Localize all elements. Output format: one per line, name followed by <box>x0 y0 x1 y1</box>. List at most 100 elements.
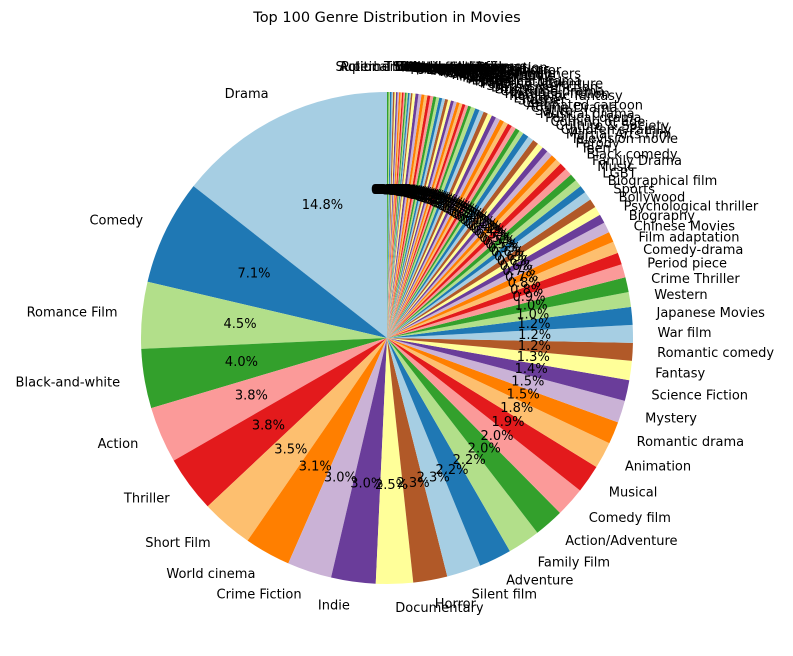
pct-label-sports: 0.6% <box>494 250 527 265</box>
slice-label-comedy: Comedy <box>89 213 143 228</box>
pct-label-comedy: 7.1% <box>237 267 270 282</box>
pct-label-lgbt: 0.5% <box>488 241 521 256</box>
slice-label-thriller: Thriller <box>123 492 170 507</box>
pie-slice-lgbt <box>387 186 586 338</box>
pie-slice-comedy <box>147 186 387 338</box>
pct-label-sword-and-sorcery: 0.1% <box>374 183 407 198</box>
slice-label-satire: Satire <box>535 104 573 119</box>
slice-label-religious-film: Religious Film <box>406 61 495 76</box>
slice-label-family-film: Family Film <box>538 555 610 570</box>
slice-label-black-comedy: Black comedy <box>587 148 678 163</box>
slice-label-sex-comedy: Sex comedy <box>411 61 491 76</box>
pie-slice-crime-drama <box>387 128 520 338</box>
pct-label-world-cinema: 3.1% <box>299 459 332 474</box>
pct-label-historical-fiction: 0.3% <box>435 198 468 213</box>
pct-label-film-adaptation: 0.8% <box>508 276 541 291</box>
pie-slice-black-and-white <box>141 338 387 409</box>
pie-slices <box>140 91 633 584</box>
slice-label-costume-drama: Costume drama <box>500 85 604 100</box>
pie-slice-war-film <box>387 324 633 343</box>
pct-label-family-drama: 0.5% <box>482 234 515 249</box>
pie-slice-short-film <box>207 338 387 541</box>
pie-slice-satire <box>387 130 524 338</box>
pie-slice-music <box>387 180 581 338</box>
pie-slice-musical-drama <box>387 133 529 338</box>
slice-label-anime: Anime <box>468 72 509 87</box>
pct-label-parody: 0.4% <box>473 225 506 240</box>
pie-slice-thriller <box>173 338 387 507</box>
pct-label-television-movie: 0.4% <box>471 222 504 237</box>
pie-slice-political-drama <box>387 136 534 338</box>
pct-label-natural-horror-films: 0.2% <box>390 184 423 199</box>
pct-label-teen: 0.5% <box>476 228 509 243</box>
pie-slice-social-issues <box>387 93 413 339</box>
pct-label-cult: 0.3% <box>444 203 477 218</box>
pie-slice-costume-drama <box>387 113 492 338</box>
pct-label-disaster: 0.2% <box>413 189 446 204</box>
pie-slice-animation <box>387 338 610 468</box>
pie-slice-remake <box>387 101 457 338</box>
pct-label-political-drama: 0.4% <box>457 211 490 226</box>
slice-label-martial-arts-film: Martial Arts Film <box>566 127 672 142</box>
pct-label-psychological-thriller: 0.6% <box>500 259 533 274</box>
pct-label-mockumentary: 0.2% <box>396 185 429 200</box>
pct-label-musical: 1.9% <box>491 415 524 430</box>
pct-label-monster-movie: 0.2% <box>410 188 443 203</box>
slice-label-romantic-comedy: Romantic comedy <box>657 346 774 361</box>
slice-label-romance-film: Romance Film <box>27 305 118 320</box>
pct-label-anime: 0.2% <box>415 190 448 205</box>
slice-label-horror: Horror <box>435 597 477 612</box>
pct-label-period-piece: 0.9% <box>512 290 545 305</box>
pct-label-remake: 0.2% <box>411 189 444 204</box>
pct-label-romantic-comedy: 1.2% <box>518 339 551 354</box>
slice-label-christmas-movie: Christmas movie <box>446 66 556 81</box>
slice-label-war-film: War film <box>658 326 712 341</box>
pie-slice-sword-and-sorcery <box>387 92 394 338</box>
pct-label-melodrama: 0.2% <box>408 188 441 203</box>
pct-label-musical-drama: 0.4% <box>454 209 487 224</box>
slice-label-biography: Biography <box>629 209 696 224</box>
pct-label-biographical-film: 0.6% <box>491 245 524 260</box>
pie-slice-adventure <box>387 338 510 566</box>
slice-label-black-and-white: Black-and-white <box>16 375 121 390</box>
pie-slice-family-film <box>387 338 538 552</box>
pie-slice-christmas-movie <box>387 97 443 339</box>
pie-slice-film-noir <box>387 97 440 338</box>
slice-label-historical-fiction: Historical fiction <box>505 87 610 102</box>
pct-label-gangster-film: 0.2% <box>397 185 430 200</box>
pct-label-thriller: 3.8% <box>252 418 285 433</box>
slice-label-animated-cartoon: Animated cartoon <box>526 99 643 114</box>
slice-label-psychological-thriller: Psychological thriller <box>624 199 759 214</box>
pie-slice-spy <box>387 108 480 338</box>
pie-slice-religious-film <box>387 92 406 338</box>
slice-label-action-adventure: Action/Adventure <box>565 534 677 549</box>
pie-slice-swashbuckler-films <box>387 92 397 339</box>
slice-label-prison-film: Prison film <box>401 60 469 75</box>
pct-label-spy: 0.3% <box>425 193 458 208</box>
pie-slice-fantasy <box>387 338 632 381</box>
pct-label-swashbuckler-films: 0.1% <box>375 183 408 198</box>
pct-label-gross-out: 0.1% <box>383 183 416 198</box>
pct-label-romantic-drama: 1.5% <box>507 387 540 402</box>
pct-label-stop-motion: 0.2% <box>387 184 420 199</box>
pie-slice-gangster-film <box>387 95 434 338</box>
slice-label-indie: Indie <box>318 599 350 614</box>
pct-label-black-and-white: 4.0% <box>225 355 258 370</box>
pct-label-supernatural: 0.2% <box>420 191 453 206</box>
pct-label-satire: 0.3% <box>451 207 484 222</box>
pie-slice-monster-movie <box>387 100 454 339</box>
slice-label-buddy-film: Buddy film <box>404 60 474 75</box>
pct-label-adventure: 2.2% <box>435 463 468 478</box>
pct-label-fantasy-adventure: 0.3% <box>422 192 455 207</box>
pct-label-bollywood: 0.6% <box>497 254 530 269</box>
pct-label-horror: 2.3% <box>397 476 430 491</box>
pie-slice-chinese-movies <box>387 232 614 338</box>
pct-label-heist: 0.1% <box>377 183 410 198</box>
slice-label-computer-animation: Computer Animation <box>413 61 548 76</box>
pct-label-indie: 3.0% <box>350 477 383 492</box>
pct-label-political-thriller: 0.1% <box>372 183 405 198</box>
slice-label-detective-fiction: Detective fiction <box>491 81 598 96</box>
pct-label-erotica: 0.3% <box>439 200 472 215</box>
pct-label-mystery: 1.5% <box>511 375 544 390</box>
pie-slice-romantic-drama <box>387 338 619 444</box>
